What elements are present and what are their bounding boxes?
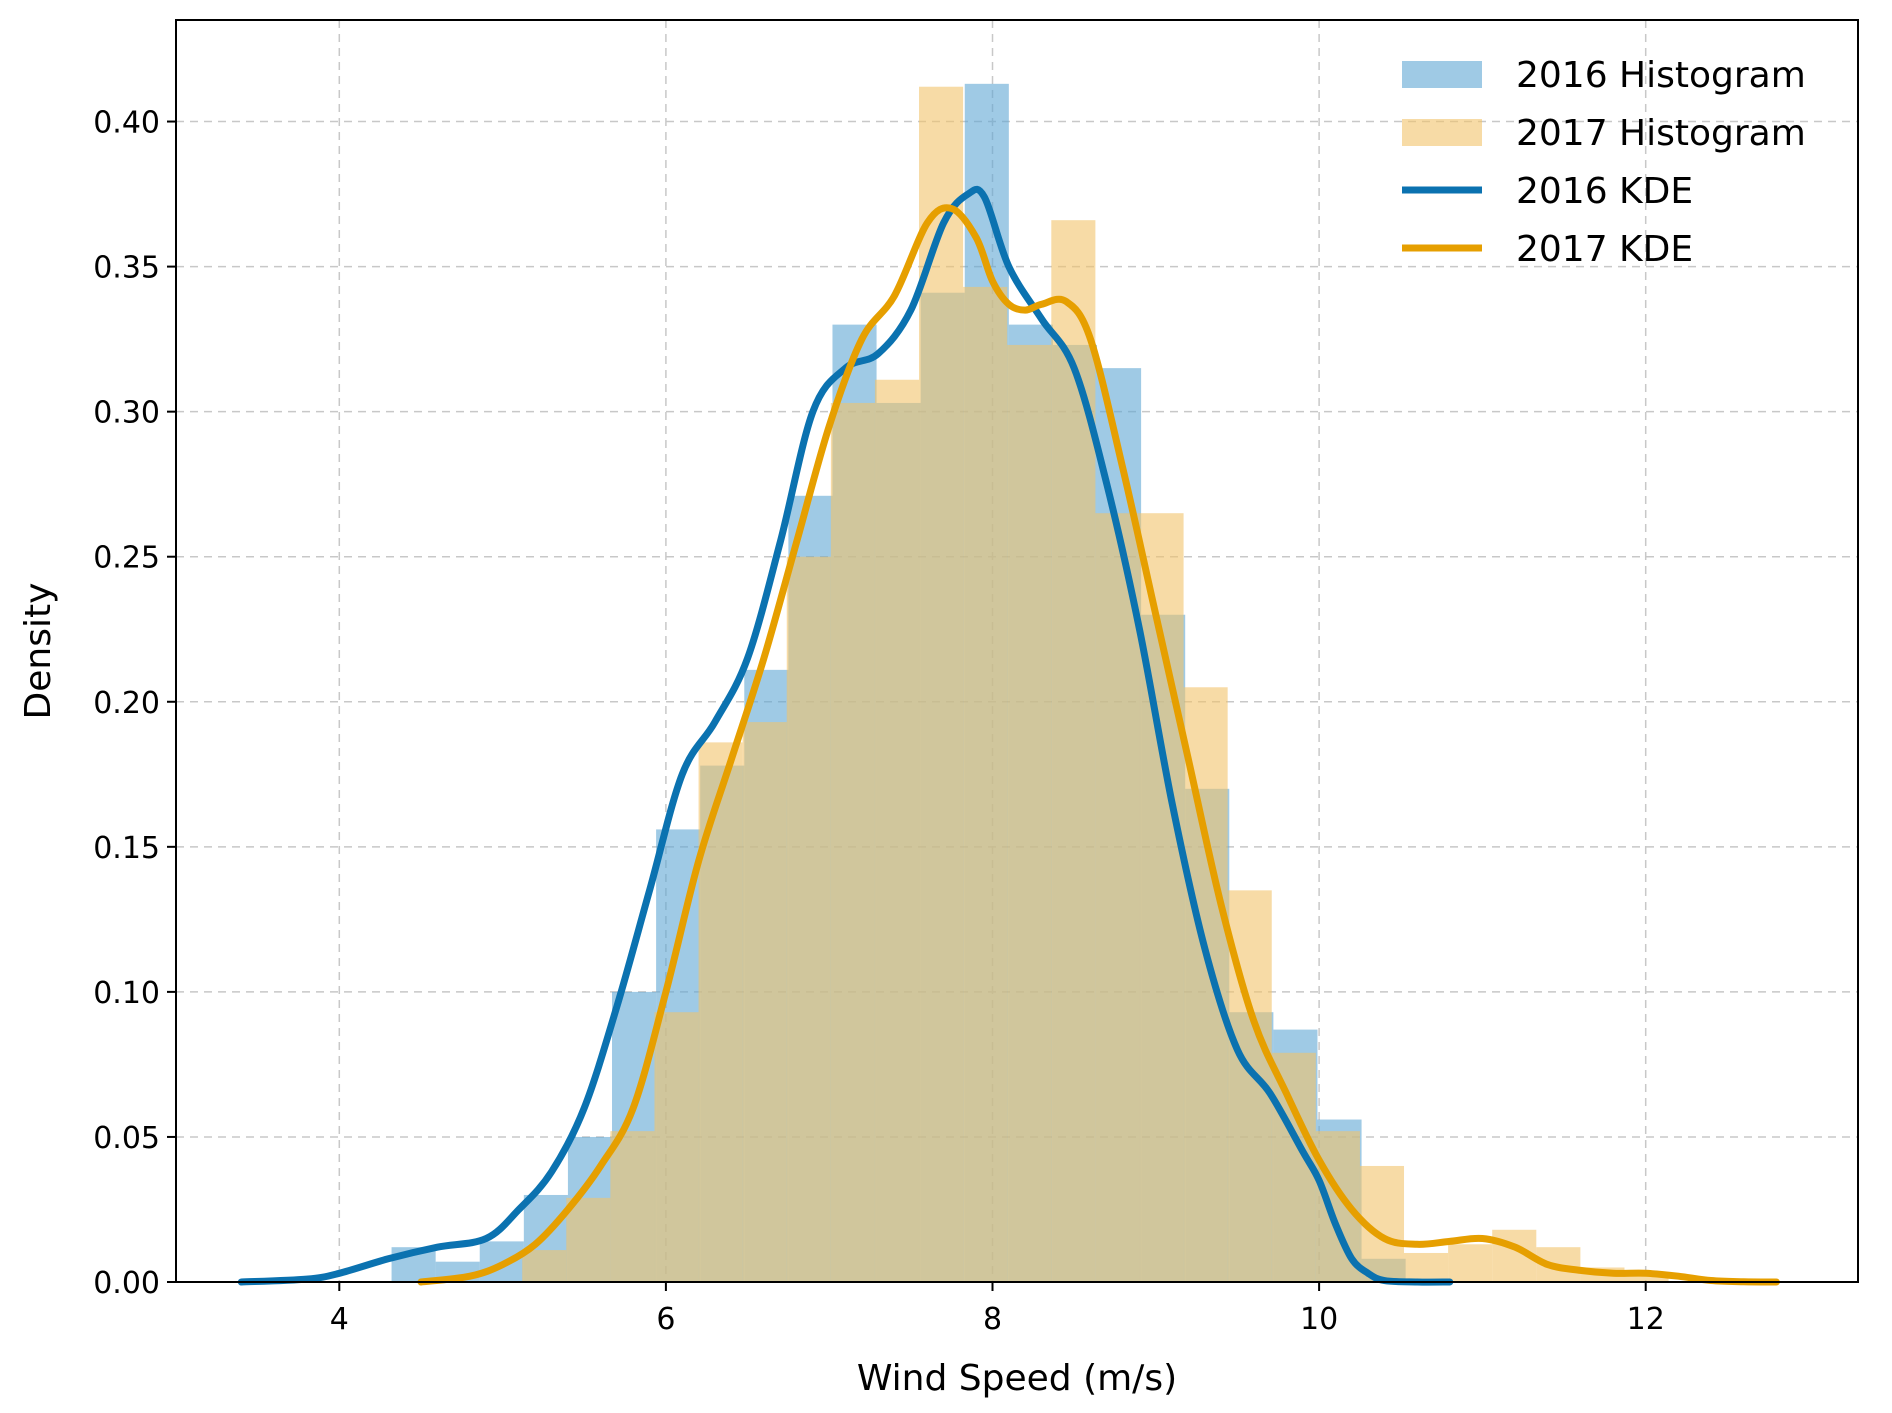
y-tick-label: 0.30 bbox=[93, 396, 160, 431]
y-tick-label: 0.35 bbox=[93, 251, 160, 286]
histogram-bar bbox=[1007, 344, 1052, 1283]
histogram-bar bbox=[522, 1250, 567, 1282]
legend-label: 2016 Histogram bbox=[1516, 55, 1806, 96]
legend-label: 2017 Histogram bbox=[1516, 113, 1806, 154]
y-tick-label: 0.10 bbox=[93, 976, 160, 1011]
kde-line-0 bbox=[237, 185, 1454, 1286]
histogram-bar bbox=[1051, 220, 1096, 1282]
legend: 2016 Histogram 2017 Histogram 2016 KDE 2017… bbox=[1402, 55, 1806, 270]
y-tick-label: 0.05 bbox=[93, 1121, 160, 1156]
histogram-bar bbox=[963, 286, 1008, 1282]
histogram-bar bbox=[1404, 1252, 1449, 1282]
histogram-bar bbox=[1448, 1244, 1493, 1282]
legend-swatch bbox=[1402, 61, 1482, 88]
x-tick-label: 6 bbox=[656, 1302, 675, 1337]
histogram-bar bbox=[566, 1197, 611, 1282]
histogram-bar bbox=[698, 742, 743, 1282]
legend-swatch bbox=[1402, 119, 1482, 146]
kde-curves bbox=[237, 185, 1780, 1286]
kde-line-1 bbox=[417, 204, 1780, 1286]
y-tick-label: 0.15 bbox=[93, 831, 160, 866]
y-tick-label: 0.20 bbox=[93, 686, 160, 721]
legend-label: 2016 KDE bbox=[1516, 171, 1693, 212]
axis-ticks: 4 6 8 10 12 0.00 0.05 0.10 0.15 0.20 0.25 0.30 0.35 0… bbox=[93, 106, 1665, 1337]
x-axis-label: Wind Speed (m/s) bbox=[857, 1358, 1177, 1399]
histogram-bar bbox=[610, 1131, 655, 1282]
histogram-bar bbox=[786, 556, 831, 1282]
x-tick-label: 10 bbox=[1300, 1302, 1338, 1337]
histogram-bar bbox=[1624, 1273, 1669, 1282]
plot-frame bbox=[175, 19, 1859, 1283]
y-tick-label: 0.00 bbox=[93, 1266, 160, 1301]
y-axis-label: Density bbox=[18, 583, 59, 720]
legend-label: 2017 KDE bbox=[1516, 229, 1693, 270]
histograms bbox=[391, 83, 1669, 1283]
histogram-bar bbox=[654, 1012, 699, 1282]
histogram-bar bbox=[1095, 513, 1140, 1282]
y-tick-label: 0.40 bbox=[93, 106, 160, 141]
histogram-bar bbox=[919, 86, 964, 1282]
histogram-bar bbox=[830, 402, 875, 1282]
x-tick-label: 8 bbox=[983, 1302, 1002, 1337]
histogram-bar bbox=[742, 722, 787, 1282]
histogram-bar bbox=[874, 379, 920, 1282]
y-tick-label: 0.25 bbox=[93, 541, 160, 576]
x-tick-label: 12 bbox=[1627, 1302, 1665, 1337]
x-tick-label: 4 bbox=[330, 1302, 349, 1337]
